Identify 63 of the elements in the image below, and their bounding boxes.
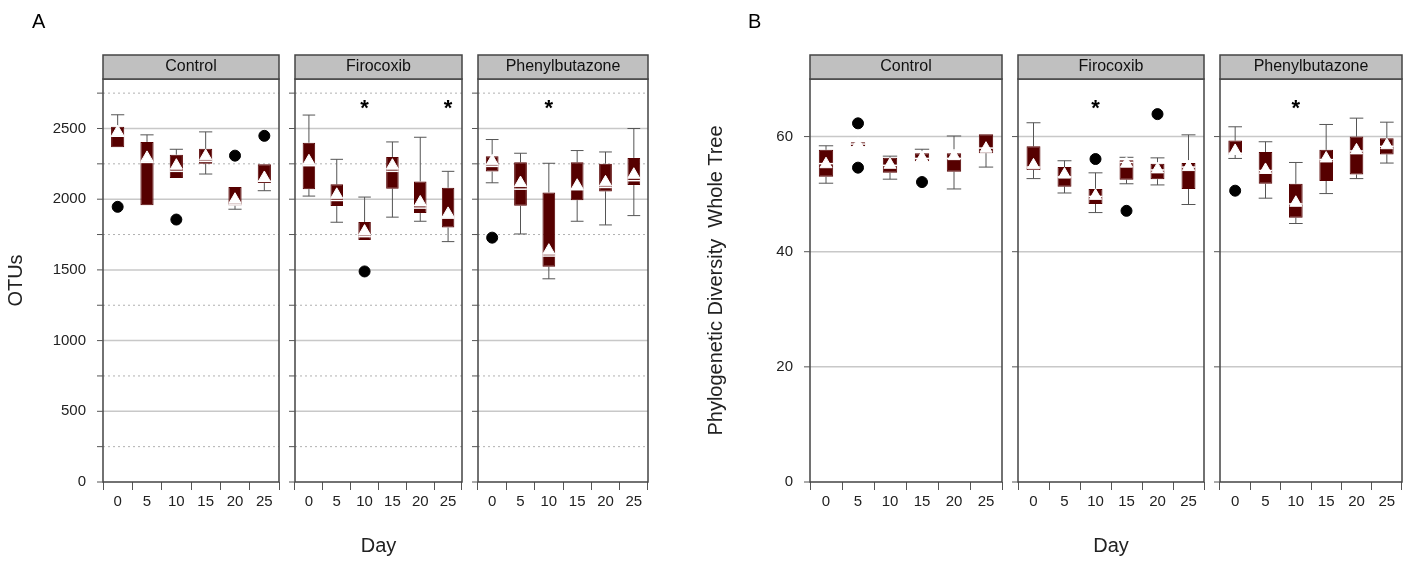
x-tick-label: 0 xyxy=(113,492,122,510)
y-tick-label: 0 xyxy=(784,472,793,490)
annotation: * xyxy=(443,95,453,121)
y-tick-label: 40 xyxy=(776,241,793,259)
x-tick-label: 25 xyxy=(977,492,995,510)
x-tick-label: 10 xyxy=(1287,492,1305,510)
x-tick-label: 15 xyxy=(1118,492,1135,510)
x-tick-label: 5 xyxy=(853,492,863,510)
y-tick-label: 500 xyxy=(60,401,86,419)
x-tick-label: 15 xyxy=(384,492,401,510)
x-tick-label: 25 xyxy=(1180,492,1197,510)
x-tick-label: 20 xyxy=(1348,492,1365,510)
x-axis-title: Day xyxy=(1093,533,1129,556)
x-tick-label: 5 xyxy=(1060,492,1069,510)
chart-title: Firocoxib xyxy=(1078,57,1144,75)
x-axis-title: Day xyxy=(360,533,397,556)
annotation: * xyxy=(544,95,554,121)
x-tick-label: 10 xyxy=(356,492,373,510)
x-tick-label: 10 xyxy=(1087,492,1104,510)
x-tick-label: 25 xyxy=(1378,492,1396,510)
x-tick-label: 5 xyxy=(516,492,525,510)
x-tick-label: 25 xyxy=(255,492,273,510)
x-tick-label: 15 xyxy=(913,492,931,510)
x-tick-label: 15 xyxy=(568,492,586,510)
chart-title: Control xyxy=(165,57,217,75)
x-tick-label: 0 xyxy=(304,492,314,510)
x-tick-label: 5 xyxy=(332,492,341,510)
text: A xyxy=(32,9,46,32)
x-tick-label: 15 xyxy=(197,492,215,510)
y-tick-label: 1500 xyxy=(52,260,86,278)
y-tick-label: 1000 xyxy=(52,330,86,348)
annotation: * xyxy=(1291,95,1301,121)
x-tick-label: 25 xyxy=(439,492,457,510)
annotation: * xyxy=(1091,95,1101,121)
x-tick-label: 5 xyxy=(142,492,152,510)
chart-title: Phenylbutazone xyxy=(1253,57,1369,75)
x-tick-label: 25 xyxy=(625,492,643,510)
y-tick-label: 2500 xyxy=(52,118,86,136)
x-tick-label: 0 xyxy=(821,492,831,510)
x-tick-label: 10 xyxy=(881,492,899,510)
x-tick-label: 20 xyxy=(226,492,244,510)
x-tick-label: 10 xyxy=(167,492,185,510)
text: B xyxy=(748,9,762,32)
x-tick-label: 0 xyxy=(1230,492,1240,510)
x-tick-label: 20 xyxy=(597,492,614,510)
y-axis-title: Phylogenetic Diversity Whole Tree xyxy=(703,125,726,436)
y-tick-label: 60 xyxy=(776,126,793,144)
annotation: * xyxy=(360,95,370,121)
x-tick-label: 20 xyxy=(411,492,429,510)
x-tick-label: 20 xyxy=(1149,492,1166,510)
y-tick-label: 20 xyxy=(776,357,793,374)
x-tick-label: 20 xyxy=(945,492,963,510)
x-tick-label: 0 xyxy=(1029,492,1038,510)
chart-title: Control xyxy=(880,57,932,75)
x-tick-label: 10 xyxy=(540,492,558,510)
x-tick-label: 0 xyxy=(487,492,497,510)
chart-title: Phenylbutazone xyxy=(505,57,621,75)
y-axis-title: OTUs xyxy=(3,254,26,307)
x-tick-label: 5 xyxy=(1261,492,1270,510)
y-tick-label: 2000 xyxy=(52,189,86,207)
y-tick-label: 0 xyxy=(77,472,86,490)
chart-title: Firocoxib xyxy=(346,57,412,75)
x-tick-label: 15 xyxy=(1317,492,1335,510)
